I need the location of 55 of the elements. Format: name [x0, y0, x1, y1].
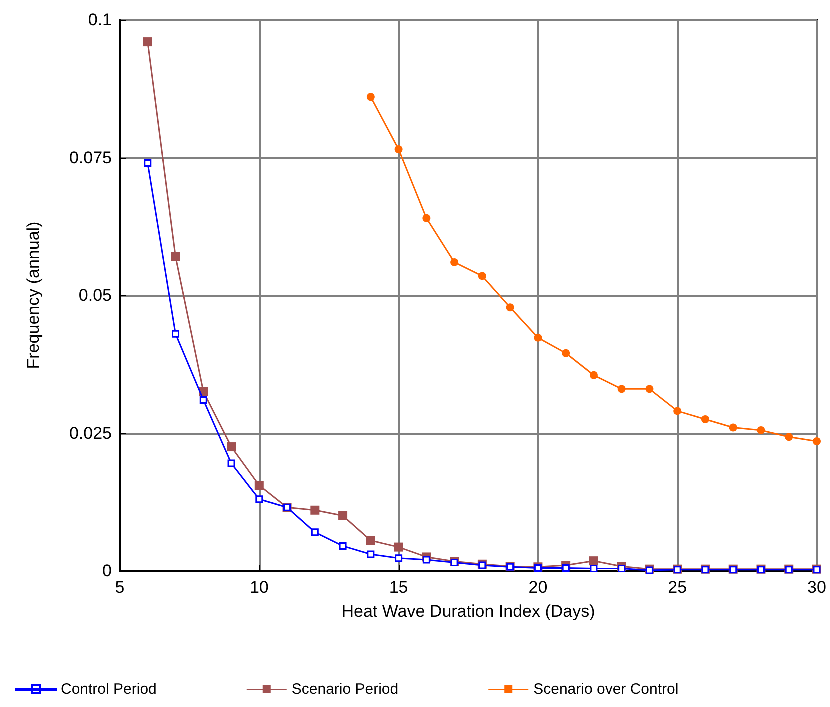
- x-tick-label: 5: [115, 578, 125, 597]
- point: [729, 424, 738, 432]
- point: [590, 371, 598, 380]
- x-tick-label: 15: [389, 578, 408, 597]
- legend-label: Control Period: [61, 681, 157, 698]
- point: [422, 214, 431, 222]
- y-tick-label: 0.05: [78, 286, 112, 305]
- point: [701, 415, 710, 424]
- y-tick-label: 0: [102, 562, 112, 580]
- point: [394, 542, 404, 552]
- point: [562, 349, 570, 358]
- point: [757, 426, 766, 434]
- point: [394, 145, 403, 154]
- point: [422, 556, 430, 564]
- point: [395, 554, 403, 562]
- legend-label: Scenario over Control: [534, 681, 679, 698]
- point: [590, 565, 598, 573]
- point: [228, 460, 236, 468]
- point: [338, 511, 348, 520]
- point: [367, 550, 375, 558]
- point: [339, 542, 347, 550]
- y-tick-label: 0.075: [69, 148, 112, 168]
- point: [618, 385, 626, 394]
- point: [366, 536, 376, 546]
- point: [813, 438, 821, 446]
- point: [172, 330, 180, 338]
- point: [310, 506, 320, 515]
- point: [785, 433, 794, 442]
- point: [143, 38, 152, 47]
- x-axis-title: Heat Wave Duration Index (Days): [342, 602, 596, 621]
- point: [256, 496, 264, 504]
- point: [366, 93, 375, 102]
- legend-label: Scenario Period: [292, 681, 399, 698]
- point: [144, 160, 152, 168]
- y-tick-label: 0.025: [69, 424, 112, 443]
- point: [646, 385, 654, 394]
- point: [227, 442, 236, 452]
- point: [562, 564, 570, 572]
- point: [478, 272, 486, 280]
- point: [200, 396, 208, 404]
- x-tick-label: 10: [250, 578, 269, 597]
- point: [589, 556, 598, 566]
- point: [674, 407, 682, 416]
- point: [506, 304, 514, 312]
- point: [254, 481, 264, 490]
- x-tick-label: 25: [668, 578, 688, 597]
- point: [450, 258, 459, 266]
- x-tick-label: 20: [528, 578, 548, 597]
- point: [618, 565, 626, 573]
- y-axis-title: Frequency (annual): [24, 222, 43, 370]
- x-tick-label: 30: [808, 578, 826, 597]
- point: [534, 334, 542, 342]
- y-tick-label: 0.1: [88, 10, 112, 30]
- point: [171, 252, 180, 262]
- point: [311, 528, 319, 536]
